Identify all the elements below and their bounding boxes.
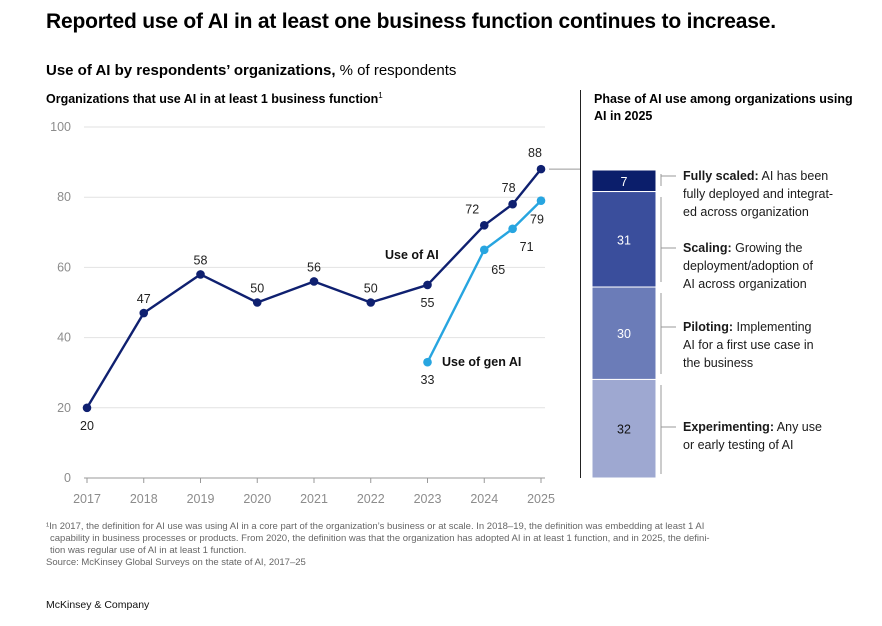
bar-segment-2 [591,286,657,380]
data-label-gen-ai-1: 65 [491,263,505,277]
data-label-use-of-ai-0: 20 [80,419,94,433]
left-panel-title: Organizations that use AI in at least 1 … [46,91,383,106]
data-point-use-of-ai-0 [82,403,92,413]
data-label-gen-ai-0: 33 [421,373,435,387]
x-tick-label-2021: 2021 [300,492,328,506]
phase-text-line: AI has been [758,169,829,183]
data-label-gen-ai-3: 79 [530,213,544,227]
data-point-gen-ai-1 [479,245,489,255]
y-tick-label-20: 20 [57,401,71,415]
phase-text-line: Growing the [731,241,803,255]
data-label-use-of-ai-1: 47 [137,292,151,306]
series-line-use-of-ai [85,168,542,409]
phase-text-line: the business [683,356,754,370]
data-label-use-of-ai-2: 58 [194,253,208,267]
data-point-gen-ai-2 [508,224,517,234]
y-tick-label-40: 40 [57,331,71,345]
subhead-bold: Use of AI by respondents’ organizations, [46,62,336,79]
series-label-use-of-ai: Use of AI [385,248,439,262]
bar-segment-label-3: 32 [617,423,631,437]
bar-segment-1 [591,191,657,288]
page-headline: Reported use of AI in at least one busin… [46,10,776,33]
data-label-use-of-ai-9: 88 [528,146,542,160]
x-tick-label-2020: 2020 [243,492,271,506]
x-tick-label-2018: 2018 [130,492,158,506]
data-label-use-of-ai-8: 78 [502,181,516,195]
phase-text-line: fully deployed and integrat- [683,187,834,201]
data-point-use-of-ai-6 [423,280,432,290]
data-point-use-of-ai-4 [309,277,319,286]
phase-description-2: Piloting: Implementing AI for a first use… [683,318,863,372]
phase-text-line: Implementing [733,320,812,334]
x-tick-label-2017: 2017 [73,492,101,506]
footnote-line: Source: McKinsey Global Surveys on the s… [46,557,306,568]
data-label-use-of-ai-5: 50 [364,282,378,296]
data-label-use-of-ai-7: 72 [465,202,479,216]
x-tick-label-2022: 2022 [357,492,385,506]
x-tick-label-2019: 2019 [187,492,215,506]
data-point-use-of-ai-1 [139,308,149,318]
phase-name: Experimenting: [683,420,774,434]
data-point-gen-ai-0 [423,357,432,367]
data-label-use-of-ai-6: 55 [421,296,435,310]
footnote-line: ¹In 2017, the definition for AI use was … [46,521,705,532]
footnote-line: capability in business processes or prod… [50,533,710,544]
bar-segment-label-2: 30 [617,327,631,341]
phase-text-line: Any use [774,420,822,434]
y-tick-label-100: 100 [50,120,71,134]
data-point-use-of-ai-2 [196,270,205,279]
bar-segment-label-1: 31 [617,233,631,247]
right-panel-title: Phase of AI use among organizations usin… [594,92,853,123]
subhead-rest: % of respondents [335,62,457,79]
footnote: ¹In 2017, the definition for AI use was … [46,521,846,569]
phase-name: Scaling: [683,241,732,255]
phase-name: Piloting: [683,320,733,334]
x-tick-label-2024: 2024 [470,492,498,506]
data-label-gen-ai-2: 71 [520,240,534,254]
data-point-gen-ai-3 [536,196,546,206]
data-point-use-of-ai-3 [252,298,262,307]
y-tick-label-0: 0 [64,471,71,485]
x-tick-label-2025: 2025 [527,492,555,506]
brand-name: McKinsey & Company [46,599,150,611]
data-point-use-of-ai-9 [536,164,546,174]
data-label-use-of-ai-3: 50 [250,282,264,296]
phase-description-1: Scaling: Growing the deployment/adoption … [683,239,863,293]
phase-description-3: Experimenting: Any use or early testing o… [683,418,863,454]
data-label-use-of-ai-4: 56 [307,260,321,274]
left-title-text: Organizations that use AI in at least 1 … [46,92,379,107]
footnote-marker: 1 [378,91,383,100]
series-line-gen-ai [426,199,542,363]
bar-segment-label-0: 7 [621,175,628,189]
series-label-gen-ai: Use of gen AI [442,355,521,369]
phase-text-line: deployment/adoption of [683,259,813,273]
phase-description-0: Fully scaled: AI has been fully deployed … [683,167,863,221]
phase-name: Fully scaled: [683,169,759,183]
footnote-line: tion was regular use of AI in at least 1… [50,545,247,556]
data-point-use-of-ai-5 [366,298,376,307]
panel-divider [580,90,581,478]
phase-text-line: ed across organization [683,205,809,219]
data-point-use-of-ai-8 [508,199,517,209]
bar-segment-3 [591,378,657,479]
data-point-use-of-ai-7 [479,220,489,230]
chart-subhead: Use of AI by respondents’ organizations,… [46,62,456,79]
x-tick-label-2023: 2023 [414,492,442,506]
phase-text-line: or early testing of AI [683,438,794,452]
y-tick-label-60: 60 [57,260,71,274]
y-tick-label-80: 80 [57,190,71,204]
phase-text-line: AI across organization [683,277,807,291]
phase-text-line: AI for a first use case in [683,338,814,352]
